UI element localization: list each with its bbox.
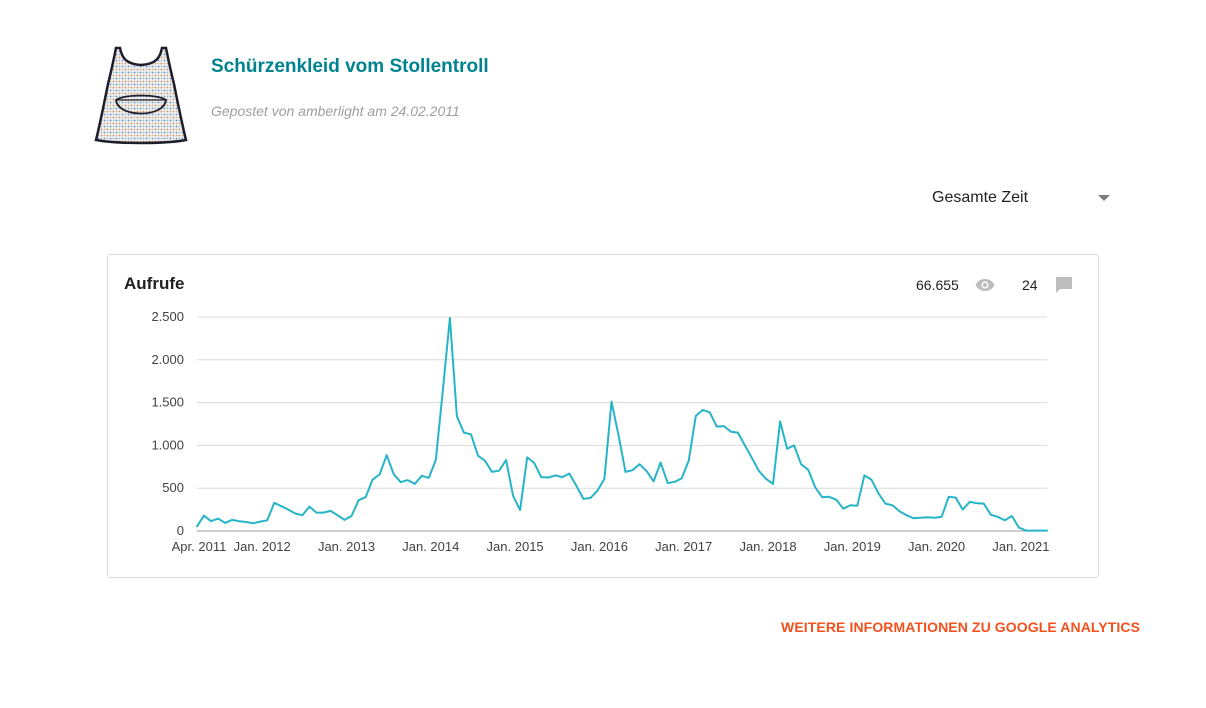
x-tick-label: Jan. 2013 (318, 539, 375, 554)
comments-total: 24 (1022, 277, 1038, 293)
y-tick-label: 1.000 (151, 437, 184, 452)
x-tick-label: Jan. 2021 (992, 539, 1049, 554)
y-tick-label: 2.000 (151, 352, 184, 367)
views-card: Aufrufe 66.655 24 2.500 2.000 1.500 1.000 50… (107, 254, 1099, 578)
y-tick-label: 0 (177, 523, 184, 538)
x-tick-label: Jan. 2014 (402, 539, 459, 554)
x-tick-label: Jan. 2012 (234, 539, 291, 554)
comment-icon (1056, 277, 1072, 293)
x-tick-label: Jan. 2015 (487, 539, 544, 554)
eye-icon (975, 279, 995, 291)
views-series-line (196, 316, 1048, 532)
y-tick-label: 500 (162, 480, 184, 495)
views-total: 66.655 (916, 277, 959, 293)
x-tick-label: Jan. 2016 (571, 539, 628, 554)
post-meta: Gepostet von amberlight am 24.02.2011 (211, 103, 460, 119)
y-tick-label: 1.500 (151, 395, 184, 410)
x-tick-label: Jan. 2020 (908, 539, 965, 554)
post-header: Schürzenkleid vom Stollentroll Gepostet … (94, 44, 1104, 148)
x-tick-label: Jan. 2019 (824, 539, 881, 554)
post-title[interactable]: Schürzenkleid vom Stollentroll (211, 56, 489, 77)
x-tick-label: Jan. 2017 (655, 539, 712, 554)
apron-dress-thumbnail[interactable] (94, 44, 188, 146)
card-title: Aufrufe (124, 274, 185, 293)
x-tick-label: Jan. 2018 (739, 539, 796, 554)
google-analytics-info-link[interactable]: WEITERE INFORMATIONEN ZU GOOGLE ANALYTIC… (781, 619, 1141, 635)
time-range-value: Gesamte Zeit (932, 189, 1029, 206)
x-tick-label: Apr. 2011 (172, 539, 227, 554)
y-tick-label: 2.500 (151, 309, 184, 324)
time-range-select[interactable]: Gesamte Zeit (930, 184, 1112, 212)
dropdown-caret-icon (1098, 195, 1110, 201)
